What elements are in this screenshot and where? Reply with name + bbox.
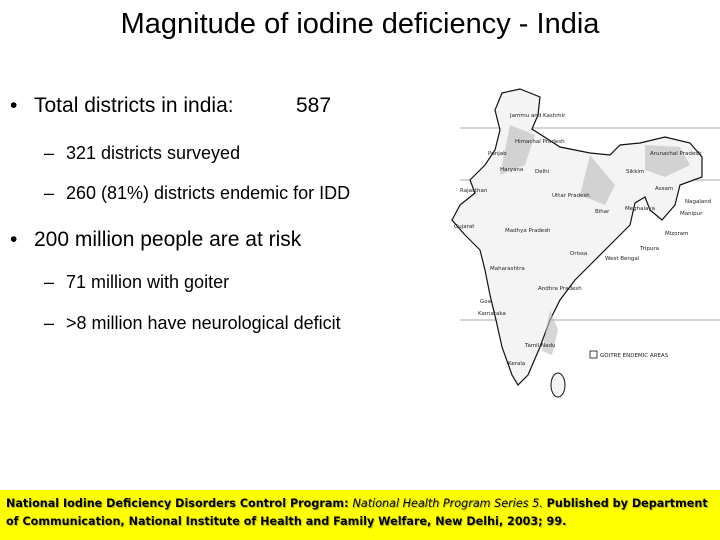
map-label: Goa	[480, 299, 491, 305]
bullet: Total districts in india:	[34, 94, 234, 117]
map-label: Meghalaya	[625, 206, 655, 212]
map-label: Arunachal Pradesh	[650, 151, 702, 157]
map-label: Assam	[655, 186, 673, 192]
map-label: Delhi	[535, 169, 550, 175]
bullet-marker: •	[10, 228, 18, 251]
map-label: Rajasthan	[460, 188, 488, 194]
map-label: Gujarat	[454, 224, 475, 230]
citation: National Iodine Deficiency Disorders Con…	[0, 490, 720, 540]
sub-marker: –	[44, 143, 55, 163]
bullet-value: 587	[296, 94, 332, 117]
sub-bullet: >8 million have neurological deficit	[66, 313, 341, 333]
map-label: Mizoram	[665, 231, 689, 237]
map-label: Manipur	[680, 211, 703, 217]
map-label: Sikkim	[626, 169, 644, 175]
map-label: Punjab	[488, 151, 507, 157]
india-map: Jammu and Kashmir Himachal Pradesh Punja…	[451, 88, 720, 398]
sub-bullet: 71 million with goiter	[66, 272, 230, 292]
map-outline	[451, 88, 703, 386]
endemic-area	[500, 125, 690, 355]
citation-details: Published by Department of Communication…	[6, 497, 708, 528]
map-label: West Bengal	[605, 256, 640, 262]
map-label: Tamil Nadu	[524, 343, 555, 349]
map-legend: GOITRE ENDEMIC AREAS	[600, 353, 669, 359]
sub-bullet: 321 districts surveyed	[66, 143, 241, 163]
citation-source: National Iodine Deficiency Disorders Con…	[6, 497, 353, 510]
slide-title: Magnitude of iodine deficiency - India	[120, 8, 600, 40]
map-label: Madhya Pradesh	[505, 228, 551, 234]
bullet-marker: •	[10, 94, 18, 117]
map-label: Jammu and Kashmir	[509, 113, 566, 119]
sub-marker: –	[44, 272, 55, 292]
bullet: 200 million people are at risk	[34, 228, 302, 251]
map-label: Bihar	[595, 209, 610, 215]
map-label: Nagaland	[685, 199, 711, 205]
map-label: Kerala	[508, 361, 525, 367]
map-label: Uttar Pradesh	[552, 193, 590, 199]
map-label: Maharashtra	[490, 266, 525, 272]
legend-swatch	[589, 350, 598, 359]
sub-marker: –	[44, 313, 55, 333]
citation-series: National Health Program Series 5.	[352, 497, 543, 510]
map-label: Haryana	[500, 167, 523, 173]
map-label: Andhra Pradesh	[538, 286, 582, 292]
map-label: Tripura	[639, 246, 659, 252]
map-label: Himachal Pradesh	[515, 139, 565, 145]
map-label: Orissa	[570, 251, 587, 257]
sub-marker: –	[44, 183, 55, 203]
map-label: Karnataka	[478, 311, 506, 317]
sub-bullet: 260 (81%) districts endemic for IDD	[66, 183, 351, 203]
sri-lanka	[550, 372, 566, 398]
